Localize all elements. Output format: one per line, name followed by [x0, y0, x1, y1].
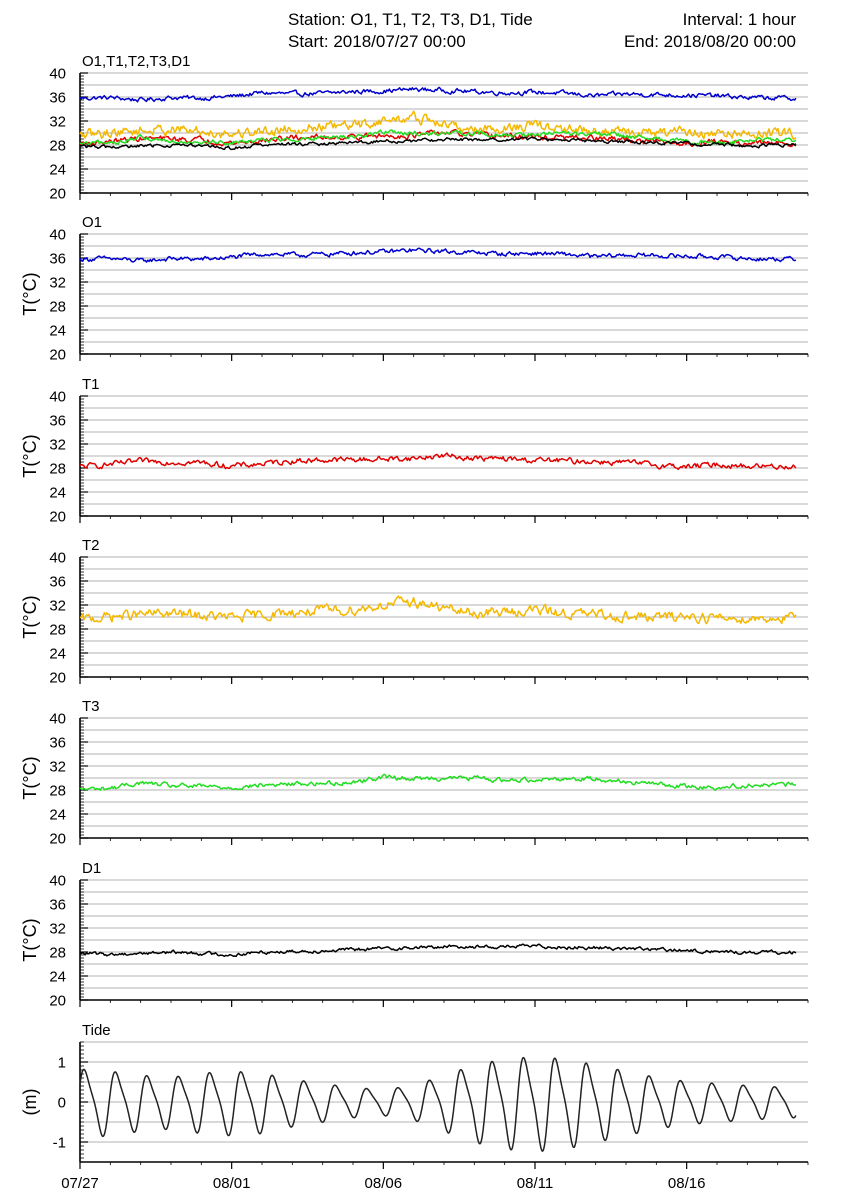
- y-tick-label: 28: [49, 461, 66, 478]
- y-tick-label: 28: [49, 945, 66, 962]
- y-tick-label: 40: [49, 389, 66, 406]
- y-tick-label: 20: [49, 831, 66, 848]
- x-tick-label: 08/01: [213, 1175, 251, 1192]
- y-tick-label: 36: [49, 574, 66, 591]
- header-end: End: 2018/08/20 00:00: [623, 32, 796, 51]
- y-tick-label: 28: [49, 622, 66, 639]
- y-axis-label: (m): [20, 1089, 40, 1116]
- y-tick-label: 24: [49, 162, 66, 179]
- series-line-t3: [79, 129, 797, 146]
- y-tick-label: 36: [49, 897, 66, 914]
- y-tick-label: 36: [49, 90, 66, 107]
- y-tick-label: 40: [49, 711, 66, 728]
- y-tick-label: 28: [49, 138, 66, 155]
- panel-t1: 20 24 28 32 36 40 T1 T(°C): [20, 376, 809, 526]
- y-tick-label: 0: [58, 1095, 66, 1112]
- x-tick-label: 08/16: [668, 1175, 706, 1192]
- y-tick-label: 40: [49, 66, 66, 83]
- y-tick-label: 20: [49, 509, 66, 526]
- y-tick-label: 1: [58, 1055, 66, 1072]
- panel-title: D1: [82, 860, 101, 877]
- panel-t3: 20 24 28 32 36 40 T3 T(°C): [20, 698, 809, 848]
- series-line-t2: [79, 595, 797, 625]
- series-line-t3: [79, 773, 796, 792]
- panel-title: O1,T1,T2,T3,D1: [82, 53, 190, 70]
- y-tick-label: 36: [49, 735, 66, 752]
- header-start: Start: 2018/07/27 00:00: [288, 32, 466, 51]
- y-tick-label: 32: [49, 114, 66, 131]
- y-axis-label: T(°C): [20, 756, 40, 799]
- panel-title: Tide: [82, 1022, 111, 1039]
- series-line-o1: [79, 247, 797, 263]
- y-tick-label: 40: [49, 227, 66, 244]
- y-tick-label: 32: [49, 921, 66, 938]
- y-tick-label: 24: [49, 969, 66, 986]
- x-tick-label: 07/27: [61, 1175, 99, 1192]
- y-tick-label: 24: [49, 807, 66, 824]
- panel-title: T1: [82, 376, 100, 393]
- y-axis-label: T(°C): [20, 595, 40, 638]
- y-axis-label: T(°C): [20, 272, 40, 315]
- y-tick-label: 36: [49, 413, 66, 430]
- series-line-t1: [79, 452, 797, 471]
- series-line-tide: [79, 1056, 797, 1152]
- x-tick-label: 08/11: [517, 1175, 553, 1192]
- panel-title: O1: [82, 214, 102, 231]
- y-tick-label: 20: [49, 347, 66, 364]
- y-tick-label: 32: [49, 759, 66, 776]
- panel-title: T3: [82, 698, 100, 715]
- panel-t2: 20 24 28 32 36 40 T2 T(°C): [20, 537, 809, 687]
- y-tick-label: 32: [49, 437, 66, 454]
- y-tick-label: 24: [49, 485, 66, 502]
- y-tick-label: 20: [49, 670, 66, 687]
- y-tick-label: 40: [49, 873, 66, 890]
- y-tick-label: 36: [49, 251, 66, 268]
- y-tick-label: 24: [49, 323, 66, 340]
- y-tick-label: 20: [49, 186, 66, 203]
- panel-tide: -1 0 1 Tide (m): [20, 1022, 809, 1169]
- series-line-d1: [79, 943, 797, 958]
- series-line-o1: [79, 86, 797, 103]
- panel-title: T2: [82, 537, 100, 554]
- series-line-t2: [79, 110, 797, 140]
- y-tick-label: 28: [49, 299, 66, 316]
- y-tick-label: 20: [49, 993, 66, 1010]
- y-tick-label: 28: [49, 783, 66, 800]
- x-tick-label: 08/06: [365, 1175, 403, 1192]
- header-interval: Interval: 1 hour: [682, 10, 796, 29]
- y-tick-label: -1: [53, 1135, 66, 1152]
- series-line-d1: [79, 136, 797, 151]
- y-axis-label: T(°C): [20, 918, 40, 961]
- y-tick-label: 24: [49, 646, 66, 663]
- header-station: Station: O1, T1, T2, T3, D1, Tide: [288, 10, 533, 29]
- y-tick-label: 32: [49, 275, 66, 292]
- y-tick-label: 32: [49, 598, 66, 615]
- panel-d1: 20 24 28 32 36 40 D1 T(°C): [20, 860, 809, 1010]
- panel-o1: 20 24 28 32 36 40 O1 T(°C): [20, 214, 809, 364]
- y-axis-label: T(°C): [20, 434, 40, 477]
- panel-o1-t1-t2-t3-d1: 20 24 28 32 36 40 O1,T1,T2,T3,D1: [49, 53, 809, 203]
- y-tick-label: 40: [49, 550, 66, 567]
